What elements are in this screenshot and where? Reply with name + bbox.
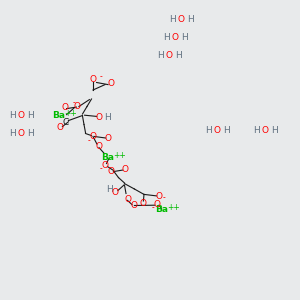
- Text: H: H: [181, 33, 188, 42]
- Text: O: O: [121, 165, 128, 174]
- Text: H: H: [157, 51, 164, 60]
- Text: O: O: [89, 75, 97, 84]
- Text: C: C: [63, 118, 69, 127]
- Text: H: H: [106, 185, 113, 194]
- Text: H: H: [223, 126, 230, 135]
- Text: O: O: [166, 51, 173, 60]
- Text: O: O: [95, 112, 103, 122]
- Text: O: O: [125, 195, 132, 204]
- Text: ++: ++: [114, 152, 126, 160]
- Text: O: O: [17, 111, 25, 120]
- Text: O: O: [73, 102, 80, 111]
- Text: H: H: [253, 126, 260, 135]
- Text: ++: ++: [64, 110, 77, 118]
- Text: Ba: Ba: [101, 153, 115, 162]
- Text: O: O: [61, 103, 68, 112]
- Text: ++: ++: [167, 203, 180, 212]
- Text: H: H: [175, 51, 182, 60]
- Text: O: O: [172, 33, 179, 42]
- Text: H: H: [9, 111, 15, 120]
- Text: O: O: [262, 126, 269, 135]
- Text: -: -: [163, 194, 166, 202]
- Text: -: -: [152, 203, 154, 212]
- Text: Ba: Ba: [155, 205, 169, 214]
- Text: O: O: [17, 129, 25, 138]
- Text: -: -: [73, 98, 76, 107]
- Text: O: O: [112, 188, 119, 197]
- Text: -: -: [100, 164, 103, 173]
- Text: O: O: [107, 167, 115, 176]
- Text: O: O: [214, 126, 221, 135]
- Text: H: H: [9, 129, 15, 138]
- Text: O: O: [89, 132, 97, 141]
- Text: H: H: [27, 129, 33, 138]
- Text: H: H: [271, 126, 278, 135]
- Text: H: H: [187, 15, 194, 24]
- Text: Ba: Ba: [52, 111, 65, 120]
- Text: O: O: [155, 192, 163, 201]
- Text: H: H: [169, 15, 176, 24]
- Text: O: O: [95, 142, 103, 151]
- Text: H: H: [163, 33, 170, 42]
- Text: O: O: [131, 201, 138, 210]
- Text: -: -: [87, 136, 90, 145]
- Text: O: O: [101, 161, 109, 170]
- Text: H: H: [27, 111, 33, 120]
- Text: O: O: [56, 123, 64, 132]
- Text: O: O: [107, 80, 115, 88]
- Text: O: O: [139, 199, 146, 208]
- Text: O: O: [178, 15, 185, 24]
- Text: -: -: [99, 72, 102, 81]
- Text: H: H: [104, 113, 110, 122]
- Text: H: H: [205, 126, 212, 135]
- Text: O: O: [153, 200, 160, 209]
- Text: O: O: [104, 134, 112, 143]
